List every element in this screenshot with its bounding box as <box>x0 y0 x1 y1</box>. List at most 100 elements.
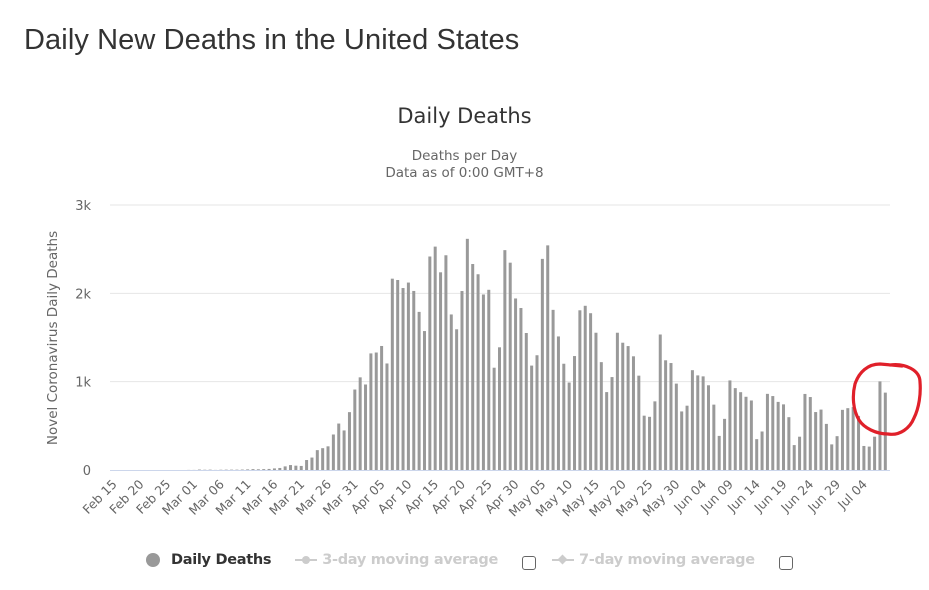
bar[interactable] <box>374 352 378 470</box>
bar[interactable] <box>583 305 587 470</box>
bar[interactable] <box>406 282 410 470</box>
bar[interactable] <box>492 367 496 470</box>
bar[interactable] <box>690 370 694 470</box>
bar[interactable] <box>717 435 721 470</box>
bar[interactable] <box>299 465 303 470</box>
bar[interactable] <box>294 465 298 470</box>
bar[interactable] <box>792 445 796 470</box>
bar[interactable] <box>658 334 662 471</box>
bar[interactable] <box>481 294 485 470</box>
bar[interactable] <box>256 469 260 470</box>
bar[interactable] <box>599 362 603 470</box>
bar[interactable] <box>867 446 871 470</box>
bar[interactable] <box>824 423 828 470</box>
bar[interactable] <box>428 256 432 471</box>
bar[interactable] <box>342 430 346 470</box>
bar[interactable] <box>782 404 786 470</box>
bar[interactable] <box>476 274 480 470</box>
bar[interactable] <box>337 423 341 470</box>
bar[interactable] <box>556 336 560 470</box>
bar[interactable] <box>878 381 882 470</box>
bar[interactable] <box>444 255 448 470</box>
bar[interactable] <box>347 412 351 470</box>
bar[interactable] <box>862 445 866 470</box>
bar[interactable] <box>706 385 710 470</box>
bar[interactable] <box>267 468 271 470</box>
bar[interactable] <box>546 245 550 470</box>
bar[interactable] <box>712 404 716 470</box>
bar[interactable] <box>739 392 743 470</box>
bar[interactable] <box>422 331 426 470</box>
checkbox-7-day-average[interactable] <box>778 556 793 570</box>
bar[interactable] <box>851 407 855 470</box>
bar[interactable] <box>631 356 635 470</box>
legend-item-3-day-average[interactable]: 3-day moving average <box>295 552 498 568</box>
bar[interactable] <box>551 309 555 470</box>
bar[interactable] <box>310 457 314 470</box>
bar[interactable] <box>353 389 357 470</box>
bar[interactable] <box>412 290 416 470</box>
bar[interactable] <box>680 411 684 470</box>
bar[interactable] <box>289 465 293 470</box>
bar[interactable] <box>685 405 689 470</box>
bar[interactable] <box>449 314 453 470</box>
bar[interactable] <box>390 278 394 470</box>
bar[interactable] <box>498 347 501 470</box>
bar[interactable] <box>455 329 459 470</box>
bar[interactable] <box>514 298 518 470</box>
bar[interactable] <box>771 396 775 470</box>
bar[interactable] <box>696 375 700 470</box>
bar[interactable] <box>326 446 330 470</box>
bar[interactable] <box>701 376 705 470</box>
bar[interactable] <box>364 384 368 470</box>
bar[interactable] <box>776 401 780 470</box>
bar[interactable] <box>819 409 823 470</box>
bar[interactable] <box>615 332 619 470</box>
bar[interactable] <box>262 469 266 470</box>
bar[interactable] <box>674 383 678 470</box>
bar[interactable] <box>401 288 405 470</box>
bar[interactable] <box>578 310 582 470</box>
bar[interactable] <box>519 308 523 470</box>
bar[interactable] <box>669 363 673 470</box>
bar[interactable] <box>396 280 400 470</box>
legend-item-7-day-average[interactable]: 7-day moving average <box>552 552 755 568</box>
bar[interactable] <box>642 415 646 470</box>
bar[interactable] <box>857 415 861 470</box>
bar[interactable] <box>460 291 464 470</box>
bar[interactable] <box>562 363 566 470</box>
bar[interactable] <box>803 393 807 470</box>
bar[interactable] <box>358 377 362 470</box>
bar[interactable] <box>331 434 335 470</box>
bar[interactable] <box>535 355 539 470</box>
bar[interactable] <box>883 392 887 470</box>
bar[interactable] <box>471 264 475 470</box>
bar[interactable] <box>487 289 491 470</box>
bar[interactable] <box>637 375 641 470</box>
bar[interactable] <box>648 416 652 470</box>
bar[interactable] <box>873 436 877 470</box>
bar[interactable] <box>744 396 748 470</box>
bar[interactable] <box>439 272 443 470</box>
bar[interactable] <box>530 365 534 470</box>
bar[interactable] <box>664 360 668 470</box>
bar[interactable] <box>728 380 732 470</box>
bar[interactable] <box>380 345 384 470</box>
bar[interactable] <box>621 342 625 470</box>
bar[interactable] <box>321 448 325 470</box>
bar[interactable] <box>524 333 528 470</box>
bar[interactable] <box>835 436 839 470</box>
bar[interactable] <box>733 388 737 470</box>
bar[interactable] <box>840 409 844 470</box>
bar[interactable] <box>723 418 727 470</box>
bar[interactable] <box>278 467 282 470</box>
bar[interactable] <box>369 353 373 470</box>
bar[interactable] <box>760 431 764 470</box>
bar[interactable] <box>605 392 609 470</box>
bar[interactable] <box>787 417 791 470</box>
bar[interactable] <box>808 397 812 470</box>
bar[interactable] <box>251 469 255 470</box>
bar[interactable] <box>610 377 614 470</box>
bar[interactable] <box>814 412 818 470</box>
bar[interactable] <box>508 262 512 470</box>
